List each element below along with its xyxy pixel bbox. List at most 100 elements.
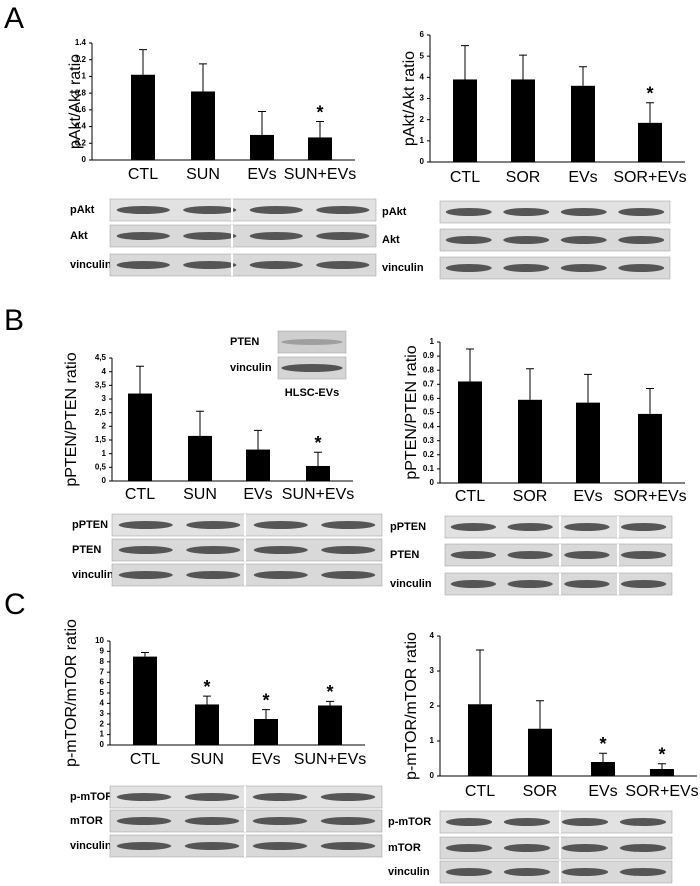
bar — [128, 393, 152, 481]
blot-band — [118, 521, 173, 529]
inset-band — [281, 364, 343, 372]
blot-band — [618, 236, 665, 244]
blot-band — [450, 551, 497, 559]
blot-label: PTEN — [390, 549, 419, 561]
significance-mark: * — [599, 734, 606, 754]
bar — [650, 769, 674, 776]
blot-band — [445, 264, 492, 272]
error-bar — [476, 649, 484, 705]
blot-band — [560, 208, 607, 216]
error-bar — [519, 54, 527, 80]
category-label: SOR+EVs — [625, 783, 698, 800]
category-label: SOR+EVs — [613, 169, 686, 186]
category-label: CTL — [125, 486, 155, 503]
y-tick-label: 1,5 — [95, 435, 107, 444]
category-label: CTL — [465, 783, 495, 800]
y-tick-label: 4,5 — [95, 353, 107, 362]
blot-band — [116, 232, 170, 240]
blot-band — [503, 208, 550, 216]
blot-band — [507, 580, 553, 588]
error-bar — [579, 66, 587, 86]
blot-band — [561, 818, 609, 826]
bar — [254, 719, 278, 745]
significance-mark: * — [646, 83, 653, 103]
error-bar — [196, 410, 204, 436]
blot-band — [253, 521, 308, 529]
y-tick-label: 0 — [430, 771, 435, 780]
blot-band — [183, 261, 237, 269]
blot-strip — [439, 836, 673, 860]
bar — [191, 91, 215, 160]
blot-strip — [439, 256, 671, 280]
y-tick-label: 3 — [102, 394, 107, 403]
blot-strip — [439, 810, 673, 834]
bar — [318, 705, 342, 745]
category-label: SOR — [523, 783, 558, 800]
blot-band — [252, 793, 308, 801]
category-label: CTL — [455, 488, 485, 505]
y-tick-label: 10 — [95, 636, 104, 645]
panel-label: B — [4, 304, 24, 337]
blot-band — [116, 817, 172, 825]
y-tick-label: 0,5 — [95, 462, 107, 471]
bar — [468, 704, 492, 776]
y-axis-label: pPTEN/PTEN ratio — [403, 345, 420, 479]
category-label: EVs — [568, 169, 597, 186]
category-label: SOR — [513, 488, 548, 505]
y-tick-label: 1 — [100, 730, 105, 739]
significance-mark: * — [262, 690, 269, 710]
blot-band — [618, 208, 665, 216]
bar — [571, 85, 595, 162]
bar — [188, 435, 212, 481]
bar — [511, 79, 535, 162]
y-tick-label: 6 — [100, 678, 105, 687]
error-bar — [326, 700, 334, 706]
y-tick-label: 0 — [102, 476, 107, 485]
y-tick-label: 1.2 — [75, 55, 87, 64]
category-label: CTL — [450, 169, 480, 186]
y-tick-label: 0.8 — [423, 365, 435, 374]
inset-strip — [277, 330, 347, 354]
blot-band — [564, 580, 610, 588]
blot-band — [186, 521, 241, 529]
bar — [591, 762, 615, 776]
y-tick-label: 4 — [102, 367, 107, 376]
y-tick-label: 4 — [420, 72, 425, 81]
blot-band — [564, 551, 610, 559]
blot-band — [116, 206, 170, 214]
blot-band — [253, 571, 308, 579]
blot-band — [560, 264, 607, 272]
y-tick-label: 1 — [420, 136, 425, 145]
bar — [528, 728, 552, 776]
blot-label: pPTEN — [72, 519, 108, 531]
error-bar — [584, 373, 592, 403]
blot-band — [321, 521, 376, 529]
category-label: EVs — [247, 166, 276, 183]
blot-band — [445, 844, 493, 852]
y-tick-label: 0.6 — [75, 105, 87, 114]
y-tick-label: 0.5 — [423, 408, 435, 417]
significance-mark: * — [326, 682, 333, 702]
panel-label: C — [4, 588, 26, 621]
y-tick-label: 0.4 — [75, 122, 87, 131]
blot-label: PTEN — [72, 544, 101, 556]
y-axis-label: p-mTOR/mTOR ratio — [63, 619, 80, 767]
y-tick-label: 0 — [420, 157, 425, 166]
inset-band — [281, 339, 343, 345]
category-label: EVs — [251, 751, 280, 768]
inset-caption: HLSC-EVs — [285, 387, 339, 399]
blot-band — [320, 817, 376, 825]
y-tick-label: 2 — [100, 719, 105, 728]
blot-band — [619, 868, 667, 876]
y-tick-label: 3,5 — [95, 380, 107, 389]
y-tick-label: 0.6 — [423, 394, 435, 403]
blot-strip — [111, 538, 383, 562]
significance-mark: * — [314, 433, 321, 453]
blot-band — [116, 261, 170, 269]
category-label: SUN — [186, 166, 220, 183]
blot-strip — [444, 543, 673, 567]
error-bar — [139, 49, 147, 75]
blot-band — [507, 523, 553, 531]
blot-strip — [109, 224, 377, 248]
error-bar — [136, 365, 144, 394]
